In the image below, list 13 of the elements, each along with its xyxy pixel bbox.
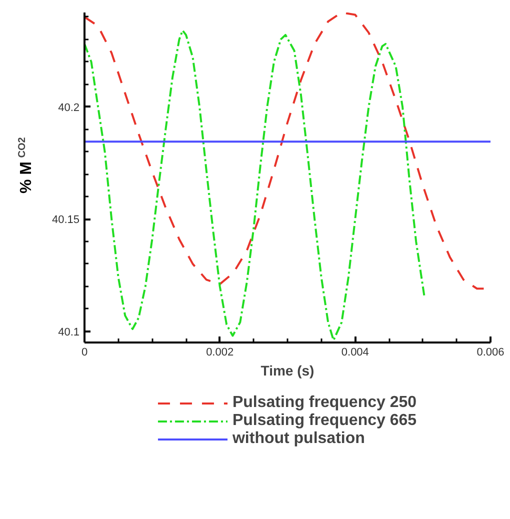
x-tick-label: 0 bbox=[81, 346, 88, 358]
x-tick-label: 0.006 bbox=[476, 346, 504, 358]
x-axis-title: Time (s) bbox=[260, 362, 314, 378]
x-tick-label: 0.002 bbox=[206, 346, 234, 358]
y-tick-label: 40.2 bbox=[58, 102, 80, 114]
y-tick-label: 40.15 bbox=[52, 214, 80, 226]
line-series bbox=[84, 29, 426, 342]
y-axis-title: % MCO2 bbox=[17, 136, 35, 194]
x-tick-label: 0.004 bbox=[341, 346, 369, 358]
legend-label: Pulsating frequency 250 bbox=[232, 394, 417, 412]
legend-label: without pulsation bbox=[232, 430, 365, 448]
y-tick-label: 40.1 bbox=[58, 326, 80, 338]
legend-label: Pulsating frequency 665 bbox=[232, 412, 417, 430]
